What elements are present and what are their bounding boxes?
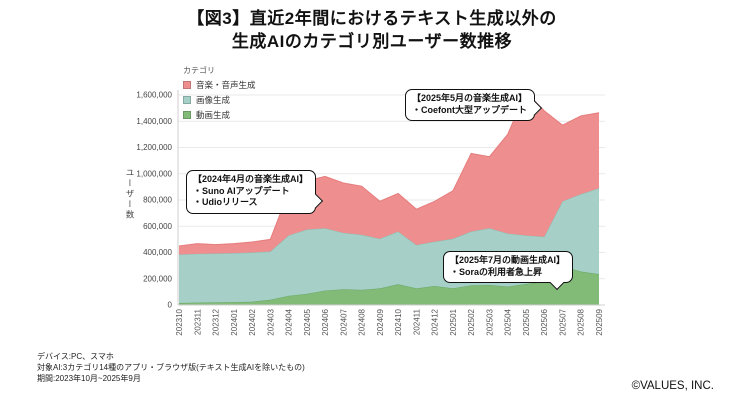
annotation-line: ・Soraの利用者急上昇: [450, 266, 543, 277]
x-tick-label: 202401: [230, 308, 239, 335]
legend: カテゴリ 音楽・音声生成 画像生成 動画生成: [183, 65, 256, 124]
chart-title-line1: 【図3】直近2年間におけるテキスト生成以外の: [187, 9, 557, 28]
x-tick-label: 202312: [212, 308, 221, 335]
x-tick-label: 202403: [266, 308, 275, 335]
x-tick-label: 202311: [193, 308, 202, 335]
footnote-period: 期間:2023年10月~2025年9月: [37, 374, 141, 383]
footnote: デバイス:PC、スマホ 対象AI:3カテゴリ14種のアプリ・ブラウザ版(テキスト…: [37, 351, 305, 384]
image-swatch-icon: [183, 96, 191, 104]
footnote-device: デバイス:PC、スマホ: [37, 352, 114, 361]
x-tick-label: 202407: [339, 308, 348, 335]
y-tick-label: 1,600,000: [136, 91, 172, 100]
x-tick-label: 202502: [467, 308, 476, 335]
area-video-generation: [179, 266, 599, 305]
y-tick-label: 600,000: [143, 222, 172, 231]
x-tick-label: 202408: [358, 308, 367, 335]
legend-item-video: 動画生成: [183, 109, 256, 121]
annotation-2025-05-music: 【2025年5月の音楽生成AI】 ・Coefont大型アップデート: [405, 89, 543, 121]
x-tick-label: 202509: [595, 308, 604, 335]
x-tick-label: 202504: [504, 308, 513, 335]
annotation-2025-07-video: 【2025年7月の動画生成AI】 ・Soraの利用者急上昇: [443, 251, 574, 291]
y-tick-label: 1,200,000: [136, 143, 172, 152]
annotation-line: 【2025年5月の音楽生成AI】: [412, 93, 528, 103]
footnote-target: 対象AI:3カテゴリ14種のアプリ・ブラウザ版(テキスト生成AIを除いたもの): [37, 363, 305, 372]
x-tick-label: 202406: [321, 308, 330, 335]
annotation-2024-04-music: 【2024年4月の音楽生成AI】 ・Suno AIアップデート ・Udioリリー…: [186, 170, 324, 214]
x-tick-label: 202505: [522, 308, 531, 335]
annotation-line: 【2024年4月の音楽生成AI】: [193, 174, 309, 184]
chart-title: 【図3】直近2年間におけるテキスト生成以外の 生成AIのカテゴリ別ユーザー数推移: [0, 7, 744, 54]
legend-item-image: 画像生成: [183, 94, 256, 106]
legend-label-image: 画像生成: [196, 95, 231, 105]
x-tick-label: 202310: [175, 308, 184, 335]
legend-label-music: 音楽・音声生成: [196, 80, 256, 90]
x-tick-label: 202508: [577, 308, 586, 335]
y-tick-label: 1,400,000: [136, 117, 172, 126]
x-tick-label: 202405: [303, 308, 312, 335]
y-tick-label: 800,000: [143, 196, 172, 205]
x-tick-label: 202410: [394, 308, 403, 335]
music-voice-swatch-icon: [183, 81, 191, 89]
chart-title-line2: 生成AIのカテゴリ別ユーザー数推移: [231, 32, 513, 52]
legend-item-music: 音楽・音声生成: [183, 79, 256, 91]
x-tick-label: 202404: [285, 308, 294, 335]
x-tick-label: 202507: [558, 308, 567, 335]
area-music-voice-generation: [179, 91, 599, 255]
x-tick-label: 202402: [248, 308, 257, 335]
x-tick-label: 202506: [540, 308, 549, 335]
annotation-line: 【2025年7月の動画生成AI】: [450, 255, 566, 265]
y-tick-label: 200,000: [143, 274, 172, 283]
y-tick-label: 0: [168, 301, 173, 310]
x-tick-label: 202503: [485, 308, 494, 335]
annotation-line: ・Udioリリース: [193, 197, 258, 207]
x-tick-label: 202411: [412, 308, 421, 335]
copyright: ©VALUES, INC.: [631, 380, 714, 392]
annotation-line: ・Suno AIアップデート: [193, 185, 290, 196]
x-tick-label: 202412: [431, 308, 440, 335]
legend-title: カテゴリ: [183, 66, 215, 75]
legend-label-video: 動画生成: [196, 110, 231, 120]
x-tick-label: 202409: [376, 308, 385, 335]
y-axis-title: ユーザー数: [125, 168, 135, 221]
x-tick-label: 202501: [449, 308, 458, 335]
y-tick-label: 400,000: [143, 248, 172, 257]
video-swatch-icon: [183, 111, 191, 119]
annotation-line: ・Coefont大型アップデート: [412, 104, 527, 115]
y-tick-label: 1,000,000: [136, 169, 172, 178]
